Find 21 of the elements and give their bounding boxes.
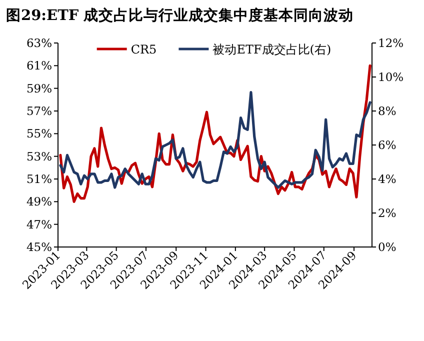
chart-title: 图29:ETF 成交占比与行业成交集中度基本同向波动 xyxy=(6,6,354,24)
y2-tick-label: 12% xyxy=(378,36,404,50)
y-tick-label: 47% xyxy=(26,217,52,232)
y2-tick-label: 10% xyxy=(378,70,404,84)
y-tick-label: 57% xyxy=(26,104,52,118)
y2-tick-label: 2% xyxy=(378,206,396,220)
legend-label: CR5 xyxy=(130,42,157,56)
line-series xyxy=(59,91,372,189)
y-tick-label: 45% xyxy=(26,240,52,254)
y-tick-label: 51% xyxy=(26,172,52,186)
y-tick-label: 49% xyxy=(26,194,52,209)
y2-tick-label: 6% xyxy=(378,138,396,152)
y-tick-label: 61% xyxy=(26,58,52,73)
y-tick-label: 59% xyxy=(26,81,52,96)
legend-label: 被动ETF成交占比(右) xyxy=(212,42,332,56)
y-tick-label: 63% xyxy=(26,36,52,50)
y-tick-label: 53% xyxy=(26,149,52,164)
y2-tick-label: 0% xyxy=(378,240,396,254)
y2-tick-label: 4% xyxy=(378,172,396,186)
y-tick-label: 55% xyxy=(26,126,52,141)
y2-tick-label: 8% xyxy=(378,104,396,118)
